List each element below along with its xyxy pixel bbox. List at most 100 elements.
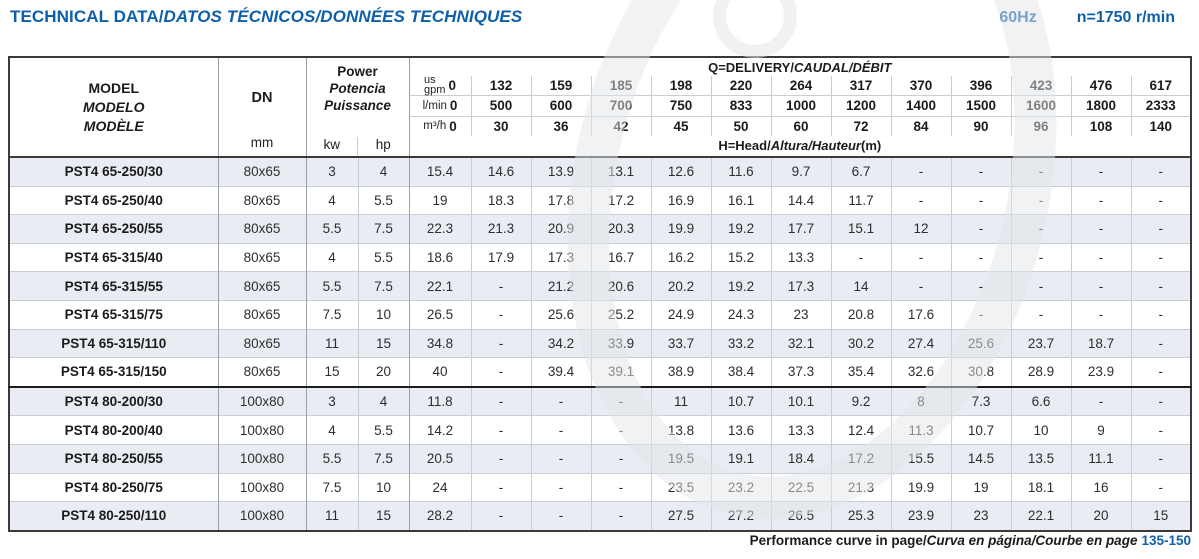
head-value-cell: - bbox=[590, 385, 652, 416]
head-value-cell: 30.8 bbox=[950, 357, 1012, 387]
flow-value-cell: 50 bbox=[710, 115, 772, 136]
dn-cell: 100x80 bbox=[217, 472, 306, 502]
flow-unit-cell: m³/h 0 bbox=[408, 115, 472, 136]
hp-cell: 7.5 bbox=[357, 214, 410, 244]
head-value-cell: 27.4 bbox=[890, 328, 952, 358]
dn-cell: 80x65 bbox=[217, 242, 306, 272]
flow-value-cell: 42 bbox=[590, 115, 652, 136]
head-value-cell: 14.5 bbox=[950, 443, 1012, 474]
flow-value-cell: 140 bbox=[1130, 115, 1192, 136]
head-value-cell: 22.1 bbox=[408, 271, 472, 301]
dn-cell: 80x65 bbox=[217, 328, 306, 358]
head-value-cell: 17.3 bbox=[770, 271, 832, 301]
head-value-cell: 11.3 bbox=[890, 415, 952, 445]
head-value-cell: 20.8 bbox=[830, 299, 892, 330]
head-value-cell: 17.2 bbox=[830, 443, 892, 474]
head-value-cell: 18.3 bbox=[470, 185, 532, 215]
model-cell: PST4 65-250/40 bbox=[9, 185, 218, 215]
table-row: PST4 80-200/40 100x80 4 5.5 14.2- - -13.8 13.6 1… bbox=[9, 415, 1192, 445]
head-value-cell: 34.8 bbox=[408, 328, 472, 358]
head-value-cell: 24.3 bbox=[710, 299, 772, 330]
head-value-cell: 22.3 bbox=[408, 214, 472, 244]
flow-value-cell: 185 bbox=[590, 76, 652, 96]
head-value-cell: - bbox=[590, 501, 652, 531]
kw-cell: 5.5 bbox=[305, 443, 358, 474]
head-value-cell: - bbox=[1130, 385, 1192, 416]
head-value-cell: - bbox=[1130, 271, 1192, 301]
table-row: PST4 65-250/55 80x65 5.5 7.5 22.3 21.3 20.9 20.… bbox=[9, 214, 1192, 244]
hp-cell: 4 bbox=[357, 385, 410, 416]
hp-cell: 7.5 bbox=[357, 271, 410, 301]
head-value-cell: - bbox=[950, 299, 1012, 330]
head-value-cell: - bbox=[530, 385, 592, 416]
head-value-cell: 9.7 bbox=[770, 156, 832, 187]
flow-zero-value: 0 bbox=[449, 118, 457, 134]
table-row: PST4 65-315/75 80x65 7.5 10 26.5-25.6 25.2 24.… bbox=[9, 299, 1192, 330]
head-value-cell: 19 bbox=[408, 185, 472, 215]
footer-es-fr: Curva en página/Courbe en page bbox=[926, 533, 1138, 548]
model-cell: PST4 65-315/55 bbox=[9, 271, 218, 301]
head-value-cell: 23.2 bbox=[710, 472, 772, 502]
dn-unit-label: mm bbox=[250, 134, 274, 150]
flow-value-cell: 476 bbox=[1070, 76, 1132, 96]
dn-cell: 80x65 bbox=[217, 214, 306, 244]
head-value-cell: 17.9 bbox=[470, 242, 532, 272]
head-value-cell: - bbox=[1130, 185, 1192, 215]
head-value-cell: 13.3 bbox=[770, 242, 832, 272]
head-value-cell: 16.1 bbox=[710, 185, 772, 215]
power-header-fr: Puissance bbox=[324, 98, 391, 113]
head-value-cell: 39.1 bbox=[590, 357, 652, 387]
head-value-cell: 17.3 bbox=[530, 242, 592, 272]
flow-value-cell: 423 bbox=[1010, 76, 1072, 96]
head-value-cell: - bbox=[590, 415, 652, 445]
head-value-cell: - bbox=[470, 357, 532, 387]
head-value-cell: - bbox=[1130, 443, 1192, 474]
head-value-cell: 25.2 bbox=[590, 299, 652, 330]
model-header-fr: MODÈLE bbox=[83, 117, 144, 134]
flow-value-cell: 84 bbox=[890, 115, 952, 136]
flow-unit-row: l/min 0 500 600 700 750 833 1000 1200 1400 1500 160… bbox=[9, 95, 1192, 117]
head-value-cell: 28.9 bbox=[1010, 357, 1072, 387]
dn-cell: 100x80 bbox=[217, 501, 306, 531]
power-header-es: Potencia bbox=[329, 81, 386, 96]
flow-value-cell: 220 bbox=[710, 76, 772, 96]
dn-cell: 80x65 bbox=[217, 299, 306, 330]
head-value-cell: 19.2 bbox=[710, 271, 772, 301]
head-value-cell: 18.7 bbox=[1070, 328, 1132, 358]
head-value-cell: - bbox=[1130, 415, 1192, 445]
head-value-cell: - bbox=[470, 299, 532, 330]
kw-cell: 15 bbox=[305, 357, 358, 387]
head-value-cell: - bbox=[1130, 299, 1192, 330]
hp-cell: 15 bbox=[357, 501, 410, 531]
flow-value-cell: 36 bbox=[530, 115, 592, 136]
head-value-cell: 28.2 bbox=[408, 501, 472, 531]
head-value-cell: - bbox=[530, 472, 592, 502]
head-value-cell: - bbox=[890, 242, 952, 272]
head-value-cell: - bbox=[470, 415, 532, 445]
head-value-cell: - bbox=[530, 415, 592, 445]
head-value-cell: 20.6 bbox=[590, 271, 652, 301]
flow-value-cell: 617 bbox=[1130, 76, 1192, 96]
head-value-cell: 12 bbox=[890, 214, 952, 244]
flow-value-cell: 60 bbox=[770, 115, 832, 136]
head-value-cell: 22.1 bbox=[1010, 501, 1072, 531]
hp-cell: 10 bbox=[357, 472, 410, 502]
kw-cell: 7.5 bbox=[305, 299, 358, 330]
table-row: PST4 80-250/75 100x80 7.5 10 24- - -23.5 23.2 22… bbox=[9, 472, 1192, 502]
head-value-cell: 11.1 bbox=[1070, 443, 1132, 474]
dn-cell: 80x65 bbox=[217, 156, 306, 187]
head-value-cell: - bbox=[470, 443, 532, 474]
head-value-cell: 15.1 bbox=[830, 214, 892, 244]
head-value-cell: 23.5 bbox=[650, 472, 712, 502]
operating-specs: 60Hz n=1750 r/min bbox=[999, 9, 1175, 27]
head-value-cell: 27.5 bbox=[650, 501, 712, 531]
flow-unit-label: us gpm bbox=[424, 74, 446, 96]
head-value-cell: - bbox=[1070, 242, 1132, 272]
model-cell: PST4 65-315/110 bbox=[9, 328, 218, 358]
head-value-cell: 8 bbox=[890, 385, 952, 416]
table-row: PST4 65-315/150 80x65 15 20 40-39.4 39.1 38.9 3… bbox=[9, 357, 1192, 387]
head-value-cell: 6.7 bbox=[830, 156, 892, 187]
head-value-cell: 21.3 bbox=[470, 214, 532, 244]
dn-label: DN bbox=[251, 89, 273, 106]
head-value-cell: - bbox=[470, 501, 532, 531]
